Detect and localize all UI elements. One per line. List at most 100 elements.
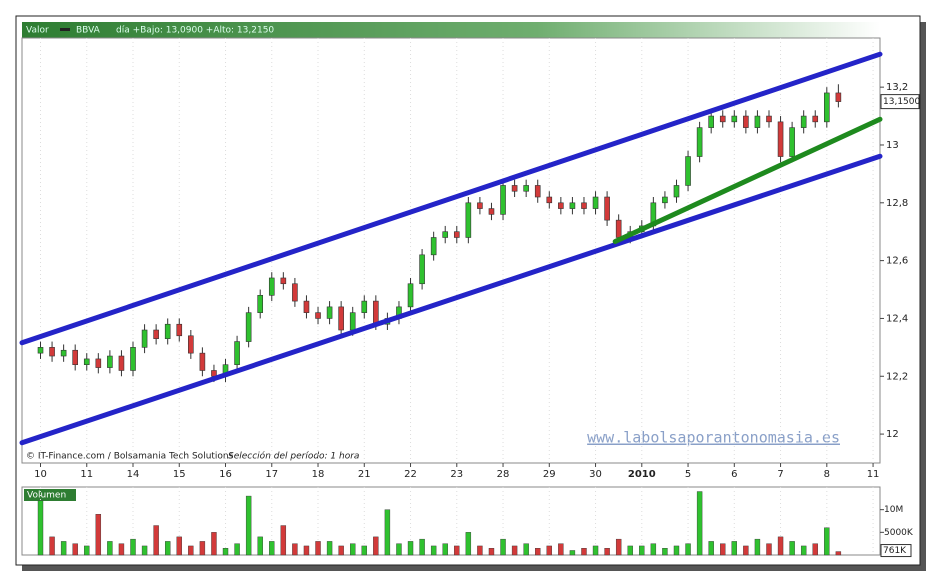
- volume-bar: [535, 548, 541, 556]
- candle-body: [719, 115, 726, 123]
- volume-bar: [130, 538, 136, 556]
- candle-body: [234, 341, 240, 366]
- y-tick-label: 12: [886, 429, 899, 440]
- price-panel: [21, 37, 881, 464]
- candle-body: [176, 323, 183, 337]
- trendline: [612, 116, 883, 245]
- volume-bar: [581, 548, 587, 556]
- volume-bar: [720, 543, 726, 556]
- volume-bar: [326, 541, 333, 556]
- volume-bar: [777, 536, 784, 556]
- candle-body: [465, 202, 472, 238]
- y-tick-label: 13,2: [886, 82, 908, 93]
- x-tick-label: 11: [867, 469, 880, 480]
- candle-body: [60, 349, 67, 357]
- trendline: [19, 153, 883, 446]
- last-volume-label: 761K: [883, 546, 907, 556]
- x-tick-label: 5: [685, 469, 691, 480]
- y-tick-label: 13: [886, 140, 899, 151]
- volume-bar: [569, 550, 576, 556]
- x-tick-label: 10: [34, 469, 47, 480]
- volume-bar: [153, 525, 159, 556]
- last-price-label: 13,1500: [883, 97, 920, 107]
- volume-bar: [164, 541, 171, 556]
- volume-bar: [257, 536, 263, 556]
- x-tick-label: 28: [497, 469, 510, 480]
- volume-bar: [685, 543, 691, 556]
- volume-bar: [84, 545, 90, 556]
- volume-bar: [511, 545, 518, 556]
- candle-body: [164, 323, 171, 339]
- x-tick-label: 2010: [628, 469, 656, 480]
- candle-body: [812, 115, 819, 123]
- candle-body: [315, 312, 321, 319]
- volume-title-bg: [24, 489, 76, 501]
- x-tick-label: 22: [404, 469, 417, 480]
- candle-body: [211, 370, 217, 377]
- candle-body: [153, 329, 159, 339]
- candle-body: [569, 202, 576, 209]
- volume-bar: [800, 545, 807, 556]
- watermark: www.labolsaporantonomasia.es: [587, 429, 840, 447]
- trendline: [19, 51, 883, 346]
- candle-body: [419, 254, 425, 285]
- candle-body: [257, 295, 264, 313]
- legend-swatch: [60, 28, 70, 31]
- volume-y-tick-label: 5000K: [884, 528, 914, 538]
- volume-bar: [592, 545, 599, 556]
- candle-body: [488, 208, 495, 215]
- volume-bar: [615, 538, 622, 556]
- volume-bar: [407, 541, 414, 556]
- volume-bar: [696, 491, 703, 556]
- candle-body: [118, 355, 125, 371]
- volume-bar: [546, 545, 552, 556]
- candle-body: [662, 196, 668, 204]
- y-tick-label: 12,2: [886, 371, 908, 382]
- last-price-box: [880, 94, 920, 110]
- credit: © IT-Finance.com / Bolsamania Tech Solut…: [26, 452, 234, 462]
- volume-bar: [245, 495, 252, 556]
- x-tick-label: 8: [824, 469, 830, 480]
- volume-bar: [315, 541, 321, 556]
- candle-body: [615, 219, 622, 238]
- candle-body: [349, 312, 356, 331]
- candle-body: [95, 358, 102, 368]
- header-bar: [22, 22, 880, 38]
- volume-bar: [488, 548, 495, 556]
- volume-bar: [141, 545, 148, 556]
- candle-body: [766, 115, 772, 123]
- candle-body: [789, 127, 795, 157]
- volume-bar: [454, 545, 460, 556]
- y-tick-label: 12,6: [886, 256, 908, 267]
- candle-body: [303, 300, 310, 313]
- candle-body: [430, 237, 437, 256]
- volume-bar: [384, 509, 391, 556]
- volume-bar: [396, 543, 402, 556]
- candle-body: [546, 196, 553, 204]
- volume-bar: [176, 536, 182, 556]
- candle-body: [130, 347, 136, 371]
- volume-bar: [49, 536, 55, 556]
- volume-bar: [477, 545, 483, 556]
- volume-bar: [292, 543, 298, 556]
- candle-body: [188, 335, 194, 354]
- candle-body: [523, 185, 529, 192]
- volume-bar: [234, 543, 240, 556]
- candle-body: [708, 115, 714, 128]
- x-tick-label: 14: [127, 469, 140, 480]
- candle-body: [534, 185, 541, 198]
- header-label: Valor: [26, 26, 49, 36]
- volume-bar: [627, 545, 633, 556]
- candle-body: [500, 185, 506, 215]
- last-volume-box: [880, 544, 912, 558]
- candle-body: [824, 92, 830, 123]
- candle-body: [453, 231, 460, 238]
- candle-body: [477, 202, 483, 209]
- candle-body: [83, 358, 90, 366]
- x-tick-label: 6: [731, 469, 737, 480]
- x-tick-label: 18: [312, 469, 325, 480]
- candle-body: [141, 329, 148, 348]
- candle-body: [361, 300, 368, 313]
- candle-body: [558, 202, 564, 209]
